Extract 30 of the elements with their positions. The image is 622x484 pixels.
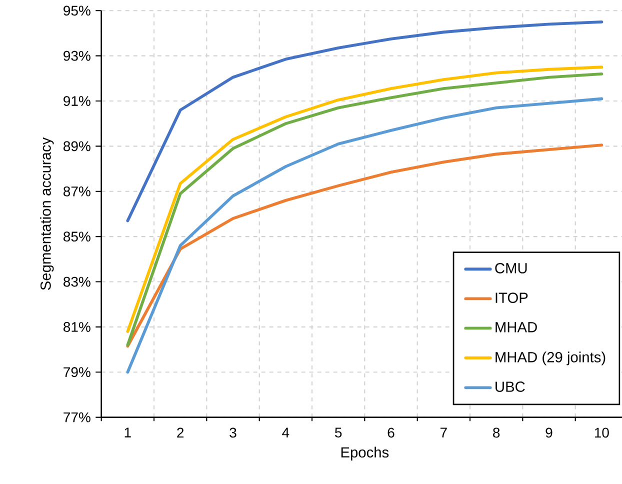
legend-label: MHAD (29 joints) (496, 352, 606, 366)
y-tick-label: 89% (64, 141, 90, 152)
legend-label: ITOP (496, 292, 528, 303)
line-series (126, 144, 604, 348)
y-tick-label: 83% (64, 276, 90, 287)
line-series (126, 97, 604, 374)
x-tick-label: 3 (230, 428, 236, 438)
x-tick-label: 9 (546, 428, 552, 438)
x-axis-title: Epochs (341, 446, 389, 460)
y-tick-label: 93% (64, 50, 90, 61)
legend-label: MHAD (496, 322, 537, 332)
x-tick-label: 4 (282, 428, 290, 438)
y-tick-label: 85% (64, 232, 90, 242)
legend-label: CMU (495, 263, 527, 274)
legend-label: UBC (496, 382, 525, 392)
y-tick-label: 91% (64, 96, 90, 106)
x-tick-label: 1 (124, 428, 131, 438)
y-tick-label: 95% (64, 6, 90, 16)
x-tick-label: 6 (388, 428, 394, 438)
x-tick-label: 5 (335, 428, 342, 438)
y-tick-label: 79% (64, 367, 90, 378)
line-series (126, 20, 604, 222)
y-tick-label: 87% (64, 186, 90, 196)
y-tick-label: 81% (64, 322, 90, 332)
x-tick-label: 2 (177, 428, 184, 438)
y-axis-title: Segmentation accuracy (40, 137, 54, 290)
x-tick-label: 7 (440, 428, 447, 438)
y-tick-label: 77% (64, 412, 90, 422)
x-tick-label: 10 (594, 428, 609, 438)
x-tick-label: 8 (493, 428, 500, 438)
